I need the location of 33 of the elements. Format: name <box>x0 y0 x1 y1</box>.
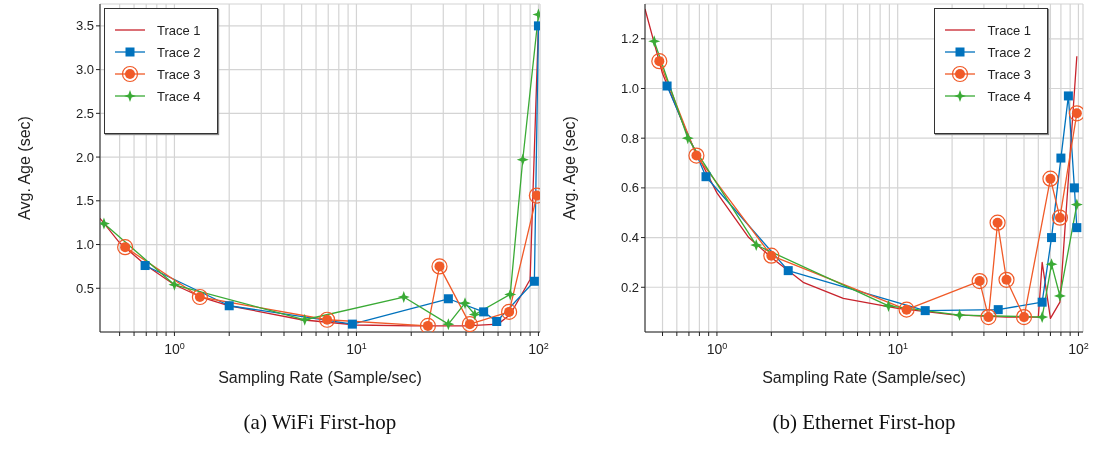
legend-label: Trace 2 <box>987 44 1031 60</box>
x-tick-label: 10$^{1}$ <box>887 341 908 357</box>
y-axis-title: Avg. Age (sec) <box>15 116 33 220</box>
x-tick-label: 10$^{2}$ <box>528 341 549 357</box>
x-axis-title: Sampling Rate (Sample/sec) <box>762 369 966 386</box>
legend-label: Trace 2 <box>157 44 201 60</box>
y-tick-label: 0.2 <box>620 279 639 295</box>
x-tick-label: 10$^{2}$ <box>1068 341 1089 357</box>
y-tick-label: 0.4 <box>620 230 639 246</box>
x-tick-label: 10$^{0}$ <box>164 341 185 357</box>
y-tick-label: 2.5 <box>75 105 94 121</box>
y-tick-label: 1.2 <box>620 31 639 47</box>
y-tick-label: 1.0 <box>75 237 94 253</box>
legend-label: Trace 4 <box>157 88 201 104</box>
y-tick-label: 1.0 <box>620 81 639 97</box>
x-tick-label: 10$^{1}$ <box>346 341 367 357</box>
y-tick-label: 2.0 <box>75 149 94 165</box>
y-tick-label: 0.8 <box>620 130 639 146</box>
text: (a) WiFi First-hop <box>242 410 398 435</box>
x-axis-title: Sampling Rate (Sample/sec) <box>218 369 422 386</box>
text: (b) Ethernet First-hop <box>771 410 957 435</box>
y-tick-label: 3.5 <box>75 18 94 34</box>
legend-label: Trace 1 <box>987 22 1031 38</box>
y-tick-label: 3.0 <box>75 62 94 78</box>
legend-label: Trace 1 <box>157 22 201 38</box>
y-tick-label: 1.5 <box>75 193 94 209</box>
legend-label: Trace 3 <box>987 66 1031 82</box>
y-tick-label: 0.5 <box>75 280 94 296</box>
y-axis-title: Avg. Age (sec) <box>560 116 578 220</box>
x-tick-label: 10$^{0}$ <box>706 341 728 357</box>
y-tick-label: 0.6 <box>620 180 639 196</box>
legend-label: Trace 4 <box>987 88 1031 104</box>
legend-label: Trace 3 <box>157 66 201 82</box>
